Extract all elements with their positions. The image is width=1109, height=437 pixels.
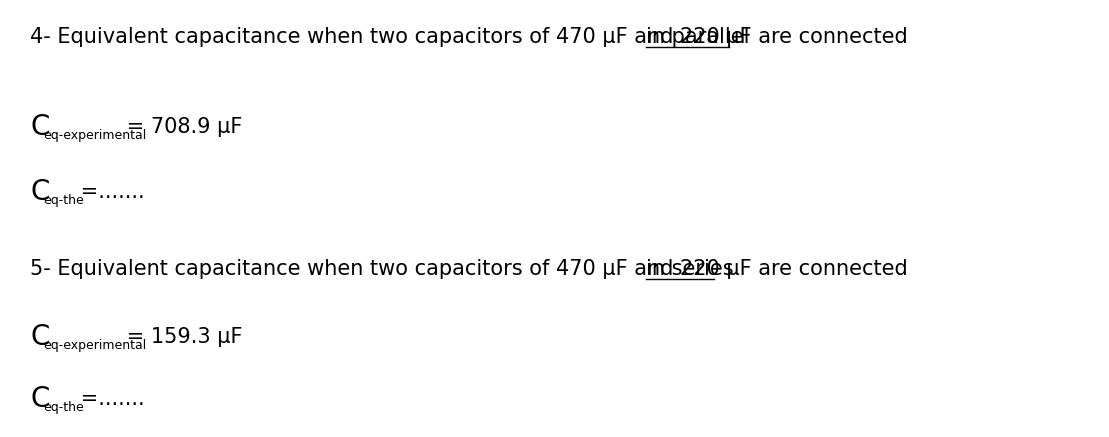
Text: in parallel: in parallel [645, 27, 749, 47]
Text: C: C [30, 323, 50, 351]
Text: 5- Equivalent capacitance when two capacitors of 470 μF and 220 μF are connected: 5- Equivalent capacitance when two capac… [30, 259, 915, 279]
Text: = 708.9 μF: = 708.9 μF [120, 117, 243, 137]
Text: in series: in series [645, 259, 733, 279]
Text: eq-experimental: eq-experimental [43, 339, 146, 351]
Text: eq-the: eq-the [43, 194, 84, 207]
Text: eq-the: eq-the [43, 400, 84, 413]
Text: eq-experimental: eq-experimental [43, 128, 146, 142]
Text: C: C [30, 385, 50, 413]
Text: C: C [30, 113, 50, 141]
Text: C: C [30, 178, 50, 206]
Text: = 159.3 μF: = 159.3 μF [120, 327, 243, 347]
Text: =.......: =....... [74, 389, 144, 409]
Text: =.......: =....... [74, 182, 144, 202]
Text: 4- Equivalent capacitance when two capacitors of 470 μF and 220 μF are connected: 4- Equivalent capacitance when two capac… [30, 27, 915, 47]
